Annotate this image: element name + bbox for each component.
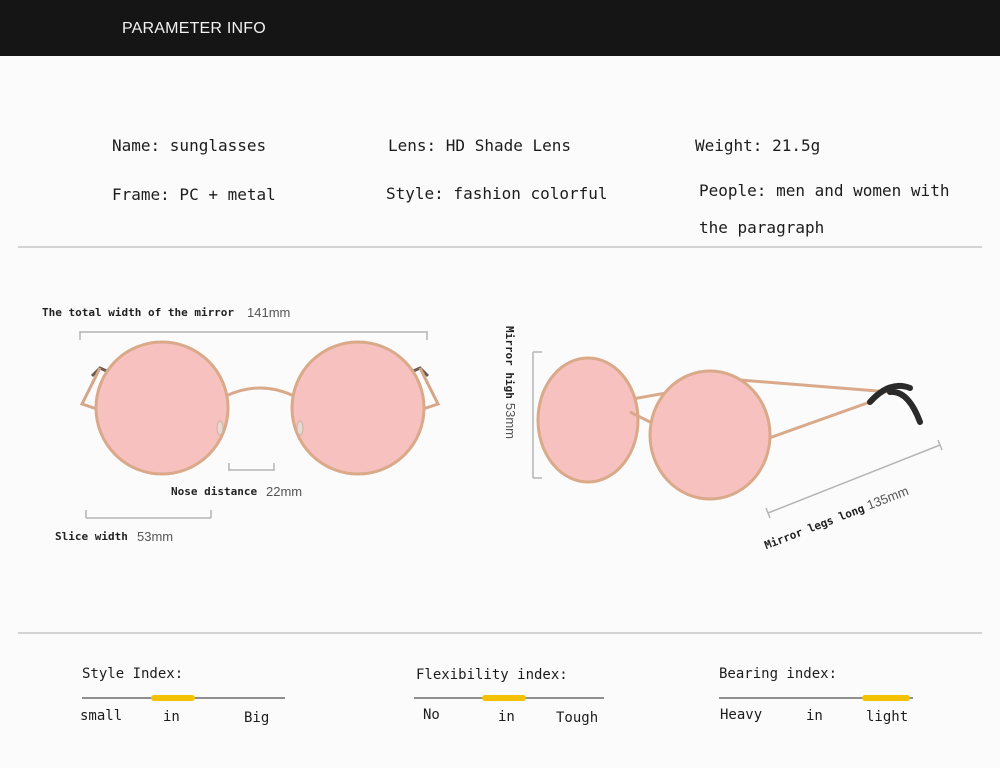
spec-frame: Frame: PC + metal (112, 185, 276, 204)
style-index-title: Style Index: (82, 666, 184, 682)
slice-width-value: 53mm (137, 529, 174, 544)
flexibility-index-option-no: No (423, 707, 440, 723)
bearing-index-option-in: in (806, 708, 823, 724)
style-index-option-big: Big (244, 710, 270, 726)
spec-people-line2: the paragraph (699, 218, 825, 237)
style-index-option-small: small (80, 708, 123, 724)
spec-style: Style: fashion colorful (386, 184, 608, 203)
header-title: PARAMETER INFO (122, 20, 266, 37)
flexibility-index-option-in: in (498, 709, 515, 725)
glasses-front-image (79, 340, 441, 476)
mirror-high-label: Mirror high (503, 326, 516, 399)
total-width-value: 141mm (247, 305, 291, 320)
bearing-index-track (719, 697, 913, 699)
spec-lens: Lens: HD Shade Lens (388, 136, 572, 155)
spec-weight: Weight: 21.5g (695, 136, 821, 155)
flexibility-index-title: Flexibility index: (416, 667, 568, 683)
divider-top (18, 246, 982, 248)
bearing-index-title: Bearing index: (719, 666, 838, 682)
nose-distance-value: 22mm (266, 484, 303, 499)
style-index-option-in: in (163, 709, 180, 725)
total-width-label: The total width of the mirror (42, 306, 235, 319)
bearing-index-option-light: light (866, 709, 909, 725)
mirror-high-annotation: Mirror high 53mm (503, 326, 518, 439)
slice-width-label: Slice width (55, 530, 128, 543)
bearing-index-fill (862, 695, 910, 701)
spec-name: Name: sunglasses (112, 136, 267, 155)
glasses-side-image (536, 356, 923, 501)
nose-distance-label: Nose distance (171, 485, 258, 498)
bearing-index-option-heavy: Heavy (720, 707, 763, 723)
spec-people-line1: People: men and women with (699, 181, 950, 200)
flexibility-index-option-tough: Tough (556, 710, 599, 726)
flexibility-index-fill (482, 695, 526, 701)
mirror-high-value: 53mm (503, 402, 518, 439)
style-index-fill (151, 695, 195, 701)
header-bar: PARAMETER INFO (0, 0, 1000, 56)
divider-bottom (18, 632, 982, 634)
